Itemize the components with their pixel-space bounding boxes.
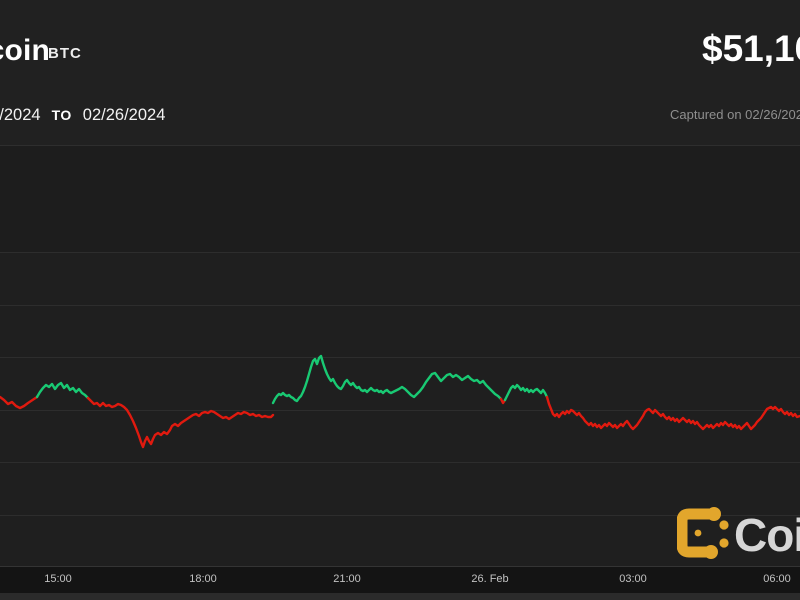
date-to[interactable]: 02/26/2024 bbox=[82, 106, 166, 124]
gridline bbox=[0, 252, 800, 253]
gridline bbox=[0, 462, 800, 463]
price-line-segment-down bbox=[545, 395, 800, 431]
x-axis-label: 03:00 bbox=[619, 573, 647, 585]
bottom-strip bbox=[0, 593, 800, 600]
gridline bbox=[0, 305, 800, 306]
x-axis: 15:00 18:00 21:00 26. Feb 03:00 06:00 bbox=[0, 566, 800, 593]
gridline bbox=[0, 515, 800, 516]
x-axis-label: 06:00 bbox=[763, 573, 791, 585]
coindesk-dots-icon bbox=[677, 507, 729, 559]
price-line-segment-up bbox=[35, 381, 90, 400]
coin-name: Bitcoin bbox=[0, 34, 51, 67]
header: Bitcoin BTC $51,16 02/25/2024 TO 02/26/202… bbox=[0, 0, 800, 145]
x-axis-label: 26. Feb bbox=[471, 573, 509, 585]
date-from[interactable]: 02/25/2024 bbox=[0, 106, 41, 124]
x-axis-label: 15:00 bbox=[44, 573, 72, 585]
price-line-segment-up bbox=[271, 354, 503, 405]
gridline bbox=[0, 410, 800, 411]
coindesk-logo[interactable]: CoinDesk bbox=[677, 505, 800, 561]
chart-area[interactable] bbox=[0, 252, 800, 566]
price-line-segment-down bbox=[86, 396, 275, 449]
captured-timestamp: Captured on 02/26/2024 bbox=[670, 107, 800, 122]
x-axis-label: 18:00 bbox=[189, 573, 217, 585]
price-value: $51,16 bbox=[702, 28, 800, 69]
header-divider bbox=[0, 145, 800, 146]
price-line-segment-up bbox=[503, 383, 549, 402]
x-axis-label: 21:00 bbox=[333, 573, 361, 585]
price-line-segment-down bbox=[499, 397, 507, 405]
coindesk-wordmark: CoinDesk bbox=[734, 509, 800, 561]
date-range[interactable]: 02/25/2024 TO 02/26/2024 bbox=[0, 106, 165, 125]
coin-symbol: BTC bbox=[48, 45, 82, 62]
price-line-segment-down bbox=[0, 395, 39, 410]
gridline bbox=[0, 357, 800, 358]
date-separator: TO bbox=[51, 107, 72, 123]
